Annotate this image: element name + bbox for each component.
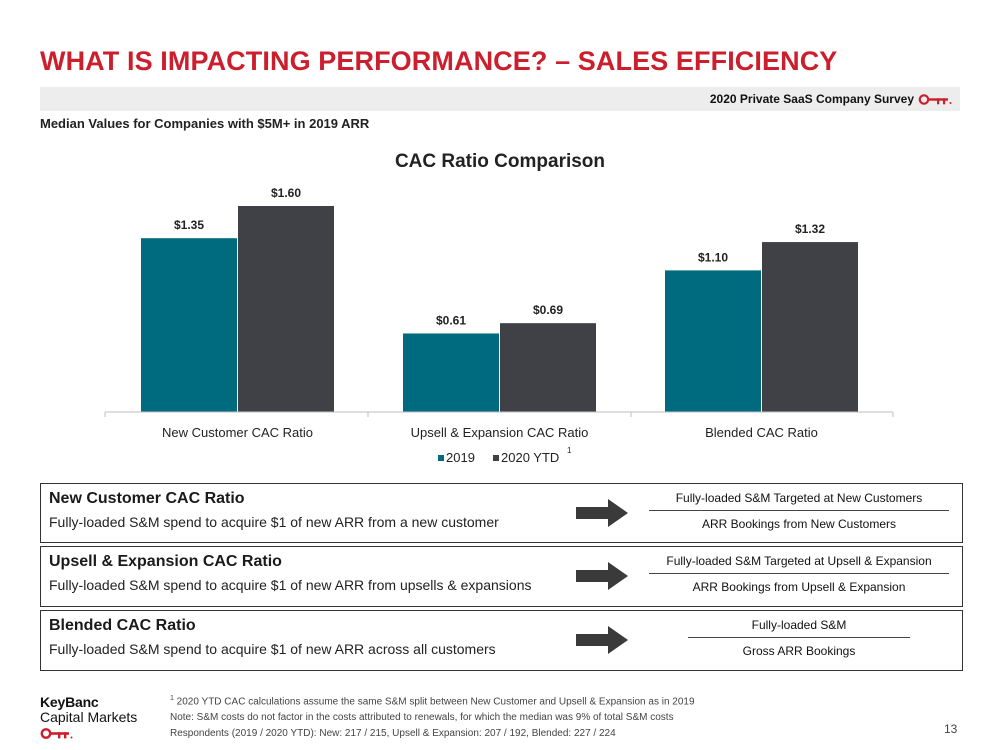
bar-2019-1	[403, 333, 499, 412]
keybanc-logo: KeyBanc Capital Markets	[40, 694, 137, 745]
footnote-respondents: Respondents (2019 / 2020 YTD): New: 217 …	[170, 728, 616, 740]
definition-box: Blended CAC Ratio Fully-loaded S&M spend …	[40, 610, 963, 671]
fraction-line	[649, 510, 949, 511]
chart-subtitle: Median Values for Companies with $5M+ in…	[40, 116, 370, 131]
definition-box: New Customer CAC Ratio Fully-loaded S&M s…	[40, 483, 963, 543]
formula-denominator: ARR Bookings from New Customers	[701, 517, 897, 531]
bar-2020-ytd-0	[238, 206, 334, 412]
formula: Fully-loaded S&M Gross ARR Bookings	[649, 616, 949, 660]
category-label: New Customer CAC Ratio	[162, 425, 313, 440]
legend-superscript: 1	[567, 446, 572, 455]
logo-key-icon	[40, 728, 73, 739]
fraction-line	[688, 637, 910, 638]
definition-title: Upsell & Expansion CAC Ratio	[49, 553, 282, 570]
definition-title: Blended CAC Ratio	[49, 617, 196, 634]
footnote-1-text: 2020 YTD CAC calculations assume the sam…	[173, 696, 695, 708]
page-number: 13	[944, 722, 958, 736]
formula-numerator: Fully-loaded S&M Targeted at New Custome…	[675, 491, 923, 505]
definition-description: Fully-loaded S&M spend to acquire $1 of …	[49, 514, 499, 530]
legend-swatch	[438, 455, 444, 461]
data-label: $1.60	[271, 186, 301, 200]
bar-2020-ytd-1	[500, 323, 596, 412]
data-label: $0.69	[533, 303, 563, 317]
logo-line-2: Capital Markets	[40, 709, 138, 725]
definition-description: Fully-loaded S&M spend to acquire $1 of …	[49, 577, 532, 593]
footnote-note: Note: S&M costs do not factor in the cos…	[170, 712, 674, 724]
cac-ratio-chart: CAC Ratio Comparison $1.35 $1.60 $0.61 $0.6…	[104, 151, 894, 465]
definition-description: Fully-loaded S&M spend to acquire $1 of …	[49, 641, 496, 657]
arrow-right-icon	[576, 562, 628, 590]
fraction-line	[649, 573, 949, 574]
chart-title: CAC Ratio Comparison	[395, 151, 605, 172]
category-label: Blended CAC Ratio	[705, 425, 818, 440]
footnote-1: 1 2020 YTD CAC calculations assume the s…	[170, 691, 695, 710]
formula-denominator: ARR Bookings from Upsell & Expansion	[692, 580, 906, 594]
footnotes: 1 2020 YTD CAC calculations assume the s…	[170, 691, 695, 742]
bar-2019-0	[141, 238, 237, 412]
category-label: Upsell & Expansion CAC Ratio	[411, 425, 589, 440]
survey-label: 2020 Private SaaS Company Survey	[709, 92, 914, 106]
formula: Fully-loaded S&M Targeted at Upsell & Ex…	[649, 552, 949, 596]
definition-title: New Customer CAC Ratio	[49, 490, 245, 507]
arrow-right-icon	[576, 499, 628, 527]
survey-banner: 2020 Private SaaS Company Survey	[40, 87, 960, 111]
data-label: $1.35	[174, 218, 204, 232]
legend-swatch	[493, 455, 499, 461]
bar-2019-2	[665, 270, 761, 412]
arrow-right-icon	[576, 626, 628, 654]
bar-2020-ytd-2	[762, 242, 858, 412]
data-label: $1.10	[698, 250, 728, 264]
legend-label: 2020 YTD	[501, 450, 559, 465]
data-label: $1.32	[795, 222, 825, 236]
formula-numerator: Fully-loaded S&M Targeted at Upsell & Ex…	[666, 554, 932, 568]
logo-line-1: KeyBanc	[40, 694, 99, 710]
formula-denominator: Gross ARR Bookings	[742, 644, 856, 658]
formula-numerator: Fully-loaded S&M	[751, 618, 847, 632]
footnote-1-marker: 1	[170, 695, 174, 702]
definition-box: Upsell & Expansion CAC Ratio Fully-loaded…	[40, 546, 963, 607]
legend-label: 2019	[446, 450, 475, 465]
key-icon	[918, 94, 952, 105]
page-title: WHAT IS IMPACTING PERFORMANCE? – SALES E…	[40, 46, 838, 76]
data-label: $0.61	[436, 313, 466, 327]
formula: Fully-loaded S&M Targeted at New Custome…	[649, 489, 949, 533]
